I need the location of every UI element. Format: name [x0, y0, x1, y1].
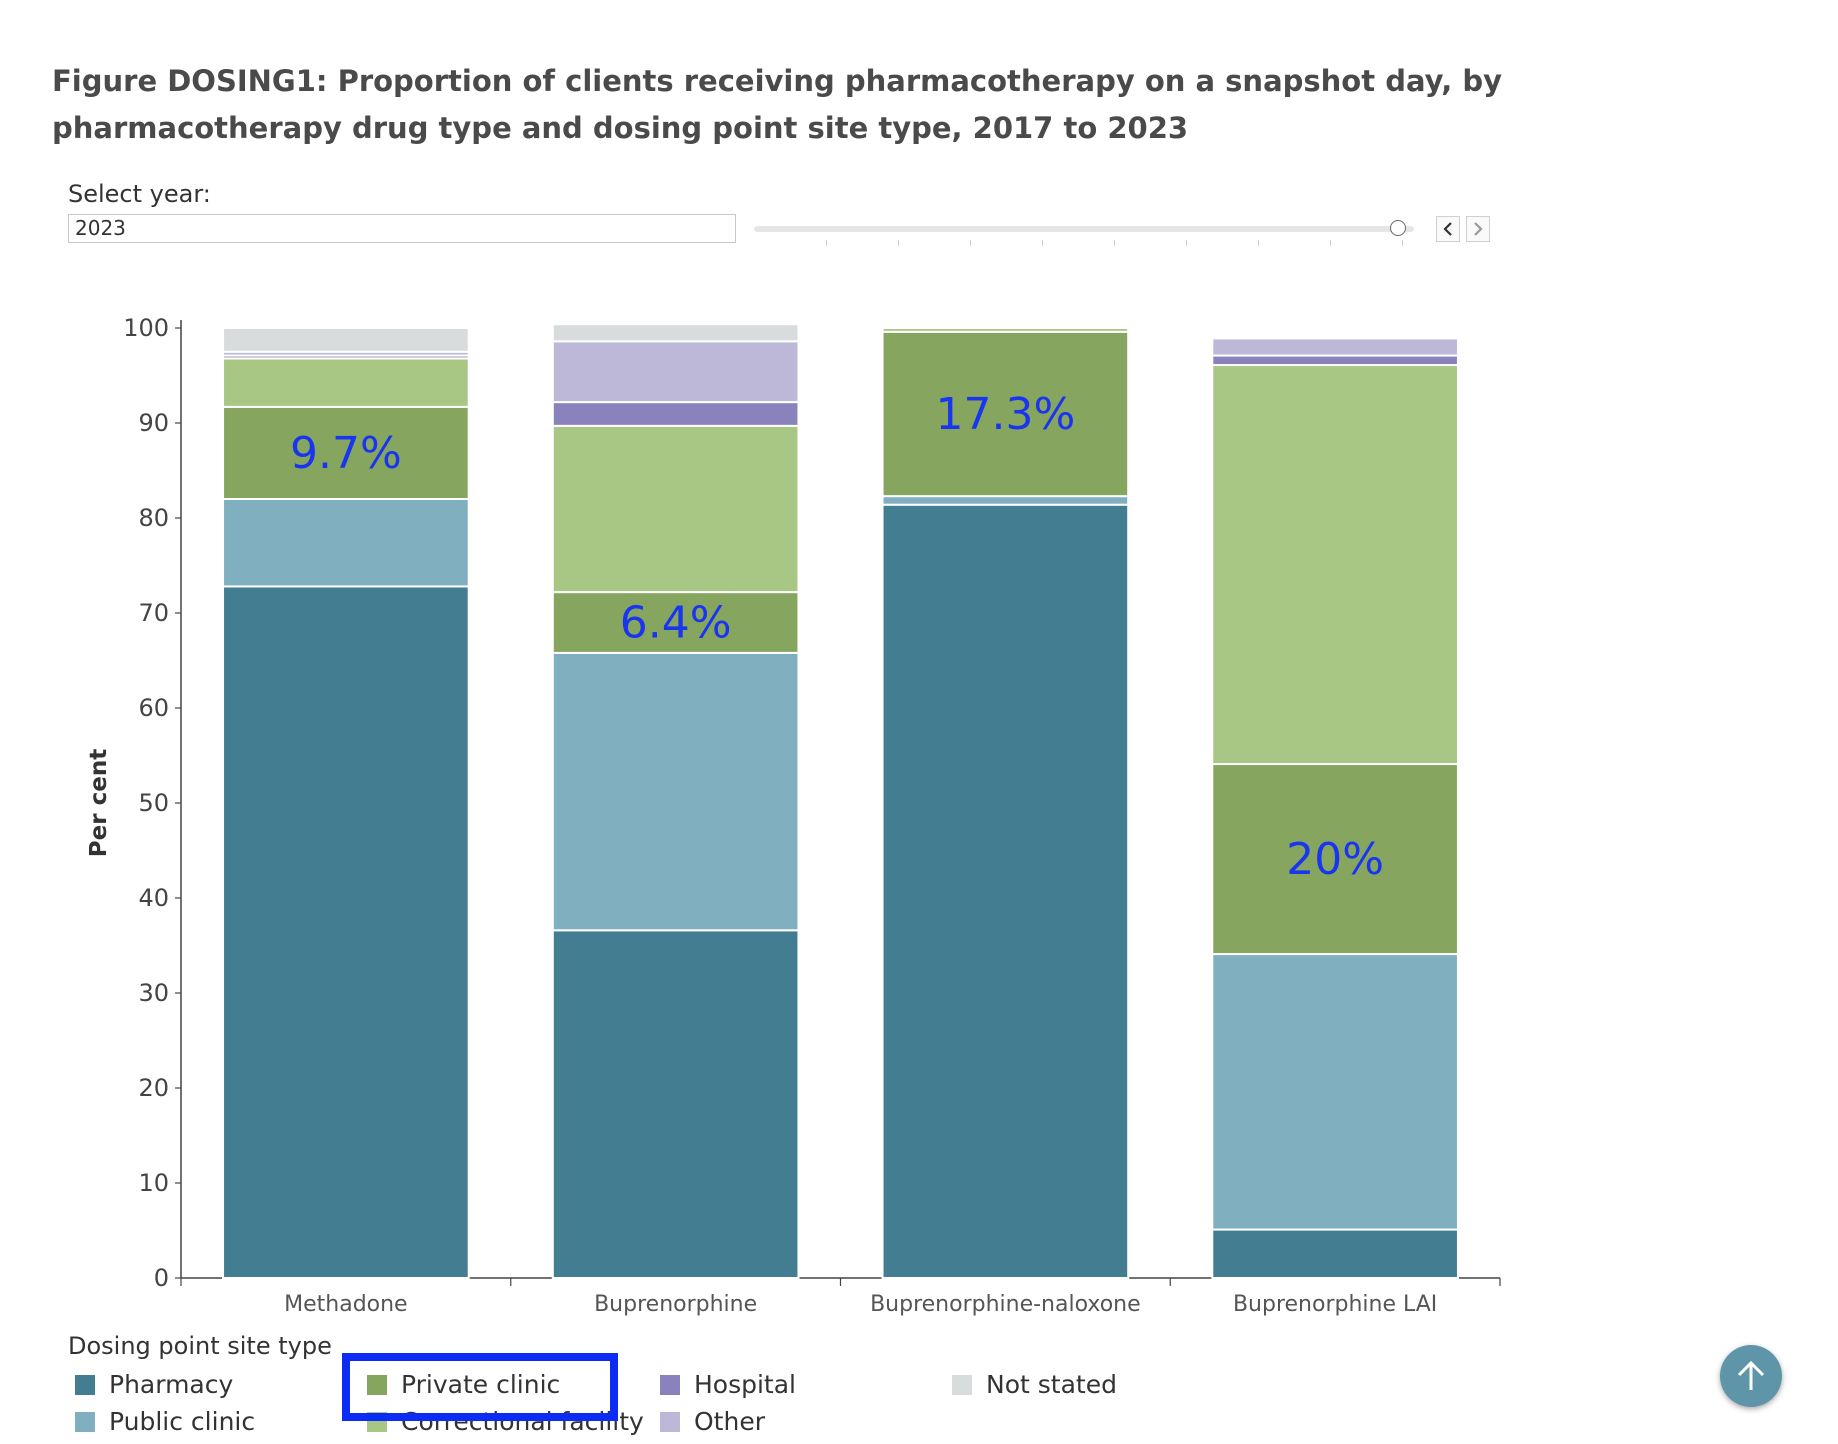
y-tick-label: 60	[138, 694, 169, 722]
x-tick-label: Buprenorphine-naloxone	[870, 1292, 1141, 1317]
y-tick-label: 40	[138, 884, 169, 912]
bar-segment	[881, 330, 1130, 498]
legend-swatch	[367, 1375, 387, 1395]
stacked-bar-chart: 0 10 20 30 40 50 60 70 80 90 100 Per cent Methadone B…	[86, 314, 1501, 1317]
year-slider-tick	[1330, 240, 1331, 246]
legend-label: Private clinic	[401, 1370, 561, 1399]
bar-segment	[1211, 337, 1459, 357]
bar-segment	[551, 651, 800, 932]
x-tick-label: Buprenorphine	[594, 1292, 757, 1317]
data-label: 9.7%	[290, 428, 402, 479]
legend-label: Public clinic	[109, 1407, 256, 1436]
previous-year-button[interactable]	[1436, 216, 1460, 242]
bar-segment	[881, 495, 1130, 506]
bar-segment	[1211, 354, 1459, 367]
y-tick-label: 70	[138, 599, 169, 627]
y-tick-label: 80	[138, 504, 169, 532]
data-label: 20%	[1286, 834, 1384, 885]
data-label: 17.3%	[935, 389, 1075, 440]
legend-title: Dosing point site type	[68, 1332, 332, 1360]
year-slider-tick	[826, 240, 827, 246]
scroll-to-top-button[interactable]	[1720, 1345, 1782, 1407]
bar-segment	[1211, 1228, 1459, 1279]
bar-segment	[1211, 364, 1459, 766]
bar-segment	[222, 357, 470, 408]
bar-segment	[1211, 763, 1459, 956]
bar-segment	[222, 327, 470, 353]
bar-segment	[551, 929, 800, 1279]
bar-segment	[222, 585, 470, 1279]
legend-swatch	[75, 1412, 95, 1432]
year-slider-track[interactable]	[754, 226, 1414, 232]
bar-segment	[881, 327, 1130, 333]
legend-swatch	[952, 1375, 972, 1395]
next-year-button[interactable]	[1466, 216, 1490, 242]
bar-segment	[551, 340, 800, 404]
year-input[interactable]: 2023	[68, 214, 736, 243]
x-tick-label: Buprenorphine LAI	[1233, 1292, 1437, 1317]
y-axis-label: Per cent	[86, 749, 112, 857]
legend-swatch	[367, 1412, 387, 1432]
y-tick-label: 20	[138, 1074, 169, 1102]
y-tick-label: 10	[138, 1169, 169, 1197]
legend-swatch	[660, 1412, 680, 1432]
bar-segment	[881, 503, 1130, 1279]
x-tick-label: Methadone	[284, 1292, 407, 1317]
chevron-right-icon	[1474, 222, 1483, 236]
year-slider-tick	[970, 240, 971, 246]
legend-label: Hospital	[694, 1370, 797, 1399]
year-slider-thumb[interactable]	[1390, 220, 1406, 236]
year-slider-tick	[1402, 240, 1403, 246]
data-label: 6.4%	[620, 598, 732, 649]
y-tick-label: 90	[138, 409, 169, 437]
year-selector-label: Select year:	[68, 180, 211, 208]
bar-segment	[551, 323, 800, 343]
chevron-left-icon	[1443, 222, 1452, 236]
y-tick-label: 100	[123, 314, 169, 342]
bar-segment	[222, 498, 470, 588]
bar-segment	[551, 401, 800, 427]
y-tick-label: 0	[154, 1264, 169, 1292]
year-slider-tick	[1186, 240, 1187, 246]
bar-segment	[551, 591, 800, 654]
y-tick-label: 30	[138, 979, 169, 1007]
bar-segment	[551, 424, 800, 594]
arrow-up-icon	[1737, 1360, 1765, 1390]
legend-label: Pharmacy	[109, 1370, 234, 1399]
year-slider[interactable]	[754, 214, 1414, 246]
legend-swatch	[75, 1375, 95, 1395]
legend-swatch	[660, 1375, 680, 1395]
chart-title: Figure DOSING1: Proportion of clients re…	[52, 64, 1503, 145]
year-slider-tick	[1258, 240, 1259, 246]
legend-label: Not stated	[986, 1370, 1117, 1399]
year-slider-tick	[1042, 240, 1043, 246]
legend-label: Other	[694, 1407, 765, 1436]
legend-label: Correctional facility	[401, 1407, 644, 1436]
year-slider-tick	[1114, 240, 1115, 246]
bar-segment	[1211, 953, 1459, 1231]
year-slider-tick	[898, 240, 899, 246]
y-tick-label: 50	[138, 789, 169, 817]
